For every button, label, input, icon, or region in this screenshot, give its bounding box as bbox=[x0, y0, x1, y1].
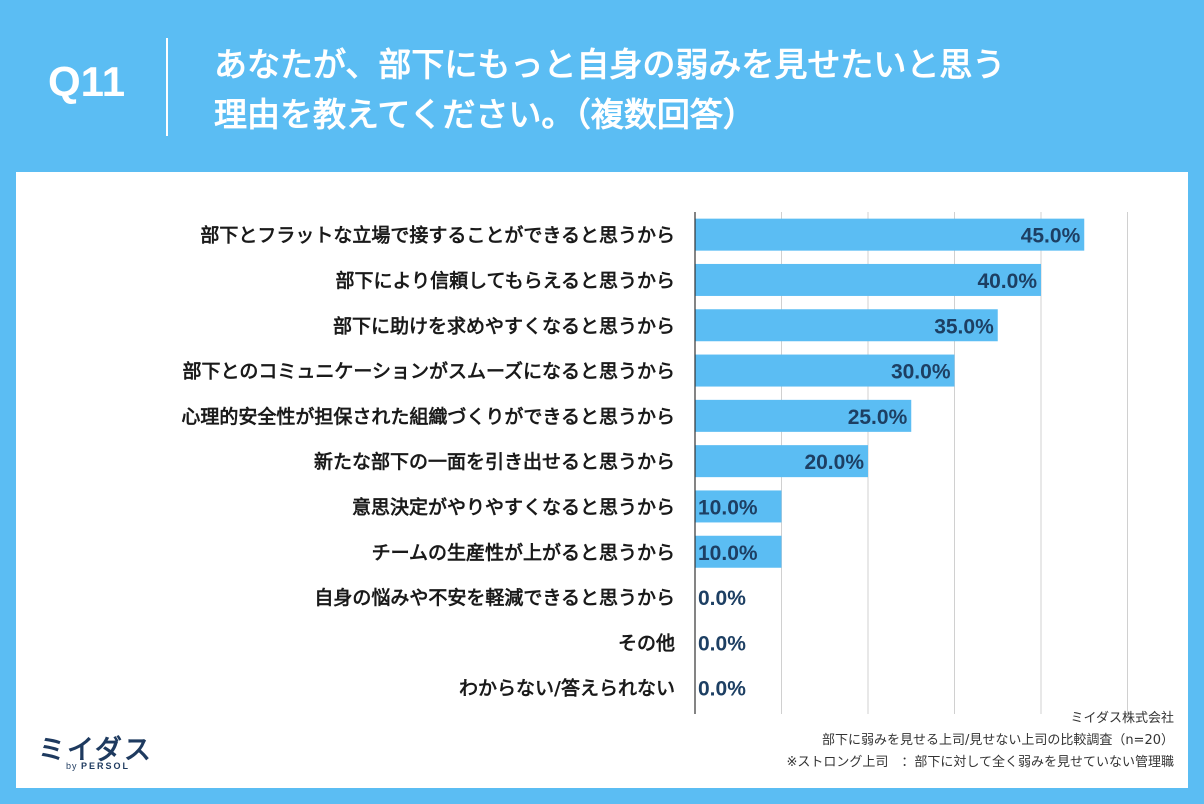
value-label: 45.0% bbox=[1021, 225, 1081, 248]
bar bbox=[695, 399, 912, 432]
question-number: Q11 bbox=[48, 58, 126, 105]
value-label: 25.0% bbox=[848, 406, 908, 429]
bar-chart: 部下とフラットな立場で接することができると思うから 45.0% 部下により信頼しても… bbox=[181, 212, 1128, 714]
logo-wordmark: ミイダス bbox=[38, 735, 153, 766]
chart-panel: 部下とフラットな立場で接することができると思うから 45.0% 部下により信頼しても… bbox=[16, 172, 1188, 788]
bar bbox=[695, 218, 1085, 251]
value-label: 0.0% bbox=[698, 632, 746, 655]
question-header: Q11 あなたが、部下にもっと自身の弱みを見せたいと思う 理由を教えてください。… bbox=[0, 0, 1204, 170]
logo-brand: PERSOL bbox=[81, 761, 131, 771]
value-label: 0.0% bbox=[698, 587, 746, 610]
value-label: 30.0% bbox=[891, 361, 951, 384]
category-label: 新たな部下の一面を引き出せると思うから bbox=[314, 450, 675, 473]
logo-byline: by PERSOL bbox=[66, 761, 130, 771]
question-title: あなたが、部下にもっと自身の弱みを見せたいと思う 理由を教えてください。（複数回… bbox=[214, 40, 1174, 140]
miidas-logo: ミイダス by PERSOL bbox=[38, 728, 198, 776]
note-definition: ※ストロング上司 ：部下に対して全く弱みを見せていない管理職 bbox=[786, 755, 1174, 770]
note-survey: 部下に弱みを見せる上司/見せない上司の比較調査（n=20） bbox=[821, 733, 1174, 748]
category-label: 部下に助けを求めやすくなると思うから bbox=[333, 314, 675, 337]
category-label: 部下により信頼してもらえると思うから bbox=[335, 269, 675, 292]
value-label: 35.0% bbox=[934, 315, 994, 338]
category-label: チームの生産性が上がると思うから bbox=[372, 541, 675, 564]
category-label: 部下とフラットな立場で接することができると思うから bbox=[200, 224, 675, 247]
bar bbox=[695, 309, 998, 342]
note-company: ミイダス株式会社 bbox=[1070, 711, 1174, 726]
bar bbox=[695, 445, 868, 478]
bar bbox=[695, 490, 782, 523]
value-label: 10.0% bbox=[698, 542, 758, 565]
value-label: 20.0% bbox=[804, 451, 864, 474]
question-title-line1: あなたが、部下にもっと自身の弱みを見せたいと思う bbox=[214, 45, 1006, 84]
category-label: 部下とのコミュニケーションがスムーズになると思うから bbox=[183, 360, 675, 383]
value-label: 0.0% bbox=[698, 678, 746, 701]
category-label: 自身の悩みや不安を軽減できると思うから bbox=[314, 586, 675, 609]
bar bbox=[695, 263, 1041, 296]
category-label: わからない/答えられない bbox=[459, 677, 675, 700]
bar bbox=[695, 354, 955, 387]
category-label: その他 bbox=[618, 631, 675, 654]
question-title-line2: 理由を教えてください。（複数回答） bbox=[214, 95, 756, 134]
bar bbox=[695, 535, 782, 568]
footnotes: ミイダス株式会社 部下に弱みを見せる上司/見せない上司の比較調査（n=20） ※… bbox=[786, 708, 1174, 774]
value-label: 10.0% bbox=[698, 496, 758, 519]
header-divider bbox=[166, 38, 168, 136]
value-label: 40.0% bbox=[977, 270, 1037, 293]
category-label: 心理的安全性が担保された組織づくりができると思うから bbox=[181, 405, 675, 428]
category-label: 意思決定がやりやすくなると思うから bbox=[352, 495, 675, 518]
logo-by: by bbox=[66, 761, 78, 771]
